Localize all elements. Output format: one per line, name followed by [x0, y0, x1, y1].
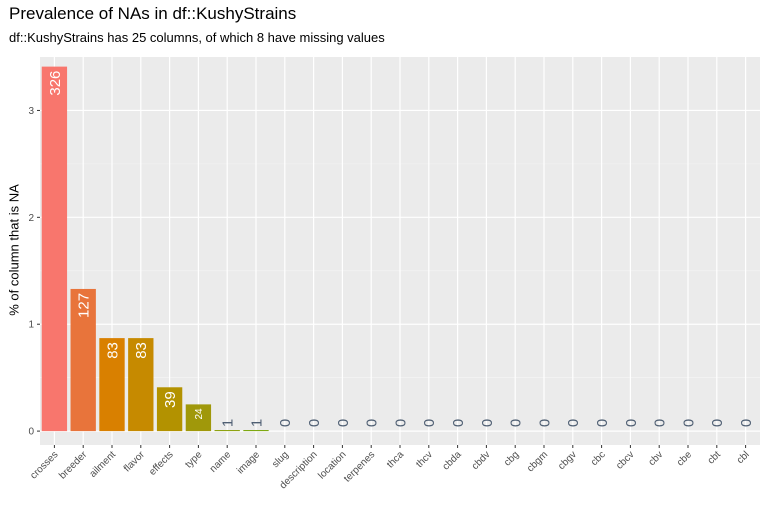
bar-value-label: 0	[421, 419, 438, 427]
x-tick-label: crosses	[28, 449, 60, 481]
y-tick-label: 3	[28, 106, 34, 117]
bar	[185, 404, 212, 432]
bar-value-label: 0	[479, 419, 496, 427]
bar-value-label: 0	[652, 419, 669, 427]
bar-value-label: 0	[392, 419, 409, 427]
bar-value-label: 83	[133, 342, 150, 359]
y-tick-label: 1	[28, 320, 34, 331]
x-tick-label: cbt	[706, 449, 723, 466]
x-tick-label: image	[235, 449, 262, 476]
x-tick-label: flavor	[122, 449, 148, 475]
x-tick-label: thca	[385, 449, 406, 470]
x-tick-label: thcv	[414, 449, 435, 470]
bar-value-label: 0	[680, 419, 697, 427]
bar-value-label: 1	[248, 419, 265, 427]
x-tick-label: cbl	[735, 449, 752, 466]
bar-value-label: 83	[104, 342, 121, 359]
x-tick-label: name	[208, 449, 234, 475]
bar	[156, 387, 183, 432]
x-tick-label: type	[183, 449, 204, 470]
chart-subtitle: df::KushyStrains has 25 columns, of whic…	[9, 30, 385, 45]
bar-value-label: 0	[364, 419, 381, 427]
bar-value-label: 0	[565, 419, 582, 427]
bar-value-label: 0	[450, 419, 467, 427]
y-tick-label: 2	[28, 213, 34, 224]
x-tick-label: cbg	[502, 449, 521, 468]
bar-value-label: 0	[508, 419, 525, 427]
bar	[99, 338, 125, 432]
x-tick-label: cbcv	[614, 449, 636, 471]
x-tick-label: terpenes	[342, 449, 377, 484]
bar-value-label: 326	[47, 71, 64, 96]
x-tick-label: cbc	[589, 449, 608, 468]
x-tick-label: cbgm	[525, 449, 550, 474]
bar-value-label: 0	[623, 419, 640, 427]
bar-value-label: 0	[306, 419, 323, 427]
bar-value-label: 1	[220, 419, 237, 427]
bar-value-label: 0	[594, 419, 611, 427]
x-tick-label: ailment	[88, 449, 119, 480]
x-tick-label: breeder	[57, 449, 90, 482]
bar-value-label: 0	[536, 419, 553, 427]
bar-value-label: 127	[76, 293, 93, 318]
bar-value-label: 39	[162, 391, 179, 408]
x-tick-label: cbda	[441, 449, 464, 472]
y-tick-label: 0	[28, 427, 34, 438]
bar-value-label: 24	[194, 408, 205, 420]
bar	[70, 288, 96, 432]
x-tick-label: cbe	[675, 449, 694, 468]
x-tick-label: cbgv	[556, 449, 579, 472]
bar-value-label: 0	[709, 419, 726, 427]
x-tick-label: slug	[270, 449, 291, 470]
bar	[128, 338, 154, 432]
bar-value-label: 0	[335, 419, 352, 427]
bar	[214, 430, 240, 432]
x-tick-label: cbv	[647, 449, 666, 468]
bar-value-label: 0	[277, 419, 294, 427]
bar	[41, 66, 68, 432]
x-tick-label: cbdv	[470, 449, 493, 472]
bar	[243, 430, 269, 432]
chart-title: Prevalence of NAs in df::KushyStrains	[9, 4, 297, 23]
bar-value-label: 0	[738, 419, 755, 427]
x-tick-label: effects	[147, 449, 175, 477]
